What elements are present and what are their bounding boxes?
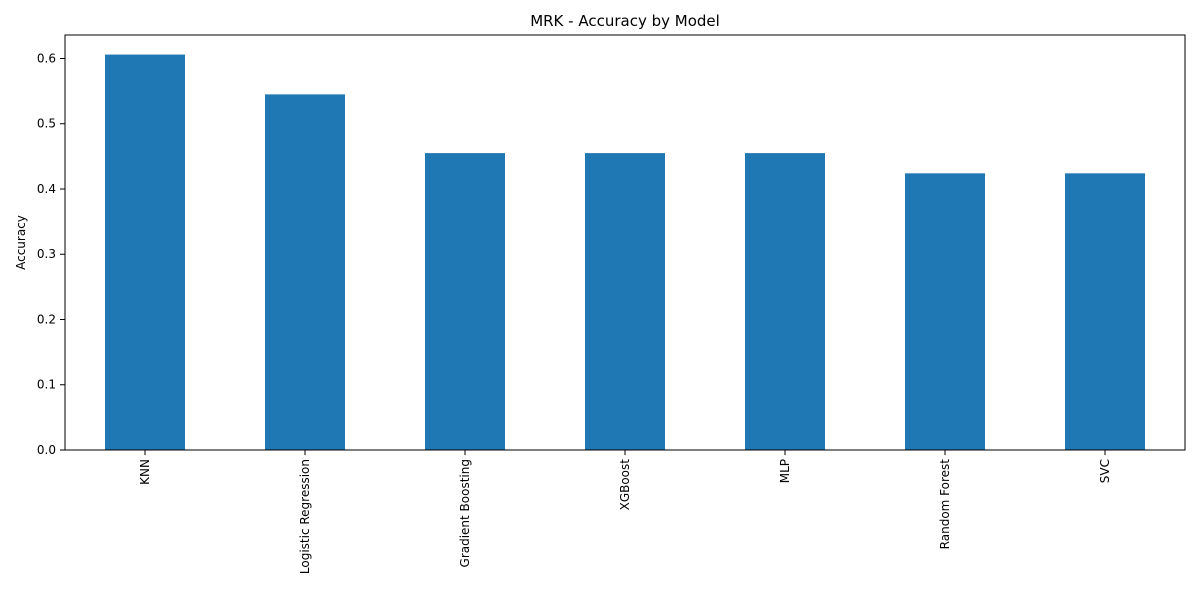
chart-title: MRK - Accuracy by Model [530, 12, 720, 30]
bar-random-forest [905, 173, 985, 451]
y-tick-label: 0.4 [37, 182, 56, 196]
x-axis-ticks: KNN Logistic Regression Gradient Boosting X… [138, 450, 1112, 574]
x-tick-label: SVC [1098, 459, 1112, 483]
y-axis-ticks: 0.0 0.1 0.2 0.3 0.4 0.5 0.6 [37, 51, 65, 457]
plot-frame [64, 34, 1186, 451]
x-tick-label: Gradient Boosting [458, 459, 472, 567]
y-tick-label: 0.6 [37, 51, 56, 65]
x-tick-label: Random Forest [938, 459, 952, 550]
bars-group [105, 54, 1145, 451]
y-axis-label: Accuracy [14, 215, 28, 270]
bar-svc [1065, 173, 1145, 451]
bar-xgboost [585, 153, 665, 450]
bar-logistic-regression [265, 94, 345, 450]
bar-knn [105, 54, 185, 450]
bar-gradient-boosting [425, 153, 505, 450]
x-tick-label: XGBoost [618, 459, 632, 511]
y-tick-label: 0.3 [37, 247, 56, 261]
bar-mlp [745, 153, 825, 450]
y-tick-label: 0.0 [37, 443, 56, 457]
y-tick-label: 0.5 [37, 117, 56, 131]
x-tick-label: Logistic Regression [298, 459, 312, 574]
y-tick-label: 0.2 [37, 312, 56, 326]
x-tick-label: MLP [778, 459, 792, 483]
y-tick-label: 0.1 [37, 378, 56, 392]
x-tick-label: KNN [138, 459, 152, 485]
